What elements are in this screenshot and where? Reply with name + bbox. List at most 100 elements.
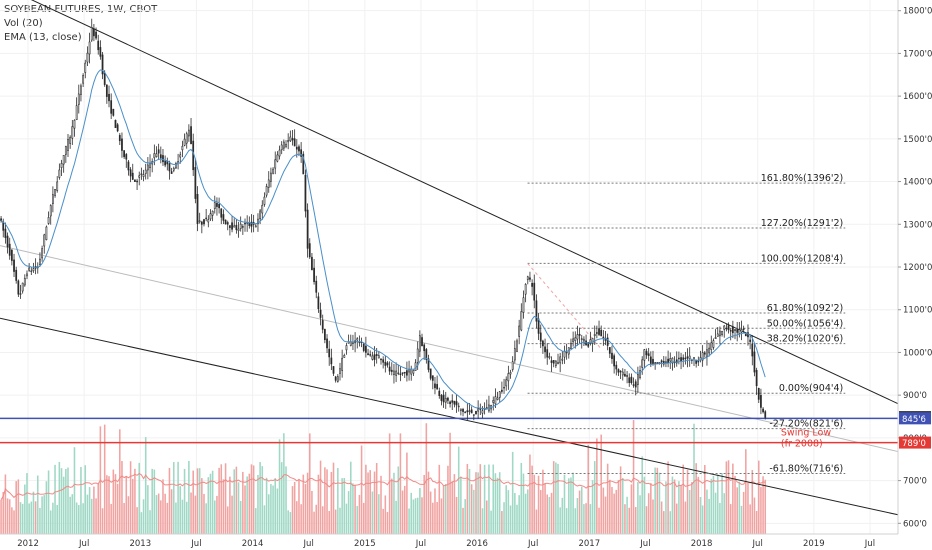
volume-bar bbox=[224, 463, 227, 534]
candle-body bbox=[45, 226, 48, 240]
candle-body bbox=[216, 202, 218, 207]
volume-bar bbox=[738, 481, 741, 534]
price-label-text: 845'6 bbox=[902, 415, 926, 425]
candle-body bbox=[660, 360, 663, 363]
volume-bar bbox=[164, 493, 166, 534]
volume-bar bbox=[250, 464, 253, 534]
candle-body bbox=[449, 401, 451, 405]
volume-bar bbox=[760, 486, 762, 534]
volume-bar bbox=[278, 439, 281, 534]
volume-bar bbox=[56, 505, 58, 534]
volume-bar bbox=[647, 493, 650, 534]
candle-body bbox=[434, 383, 436, 389]
candle-body bbox=[250, 221, 253, 227]
candle-body bbox=[481, 410, 484, 414]
candle-body bbox=[537, 318, 540, 334]
candle-body bbox=[546, 349, 549, 358]
volume-bar bbox=[101, 508, 104, 534]
candle-body bbox=[507, 373, 510, 382]
fib-level-label: 38.20%(1020'6) bbox=[767, 334, 843, 345]
volume-bar bbox=[244, 485, 246, 534]
volume-bar bbox=[393, 472, 395, 534]
volume-bar bbox=[185, 501, 188, 534]
candle-body bbox=[21, 282, 24, 292]
volume-ma-line bbox=[0, 472, 766, 501]
candle-body bbox=[509, 372, 512, 375]
volume-bar bbox=[434, 488, 436, 534]
volume-bar bbox=[490, 510, 492, 534]
volume-bar bbox=[485, 500, 488, 534]
candle-body bbox=[386, 362, 389, 366]
candle-body bbox=[688, 355, 691, 359]
volume-bar bbox=[619, 466, 622, 534]
volume-bar bbox=[751, 470, 754, 534]
volume-bar bbox=[539, 490, 542, 534]
candle-body bbox=[503, 386, 505, 389]
fib-level-label: 61.80%(1092'2) bbox=[767, 303, 843, 314]
candle-body bbox=[565, 351, 568, 354]
volume-bar bbox=[345, 503, 348, 534]
volume-bar bbox=[136, 507, 138, 534]
volume-bar bbox=[304, 484, 307, 534]
volume-bar bbox=[755, 511, 758, 534]
candle-body bbox=[95, 31, 97, 39]
volume-bar bbox=[343, 477, 346, 534]
volume-bar bbox=[565, 508, 568, 534]
candle-body bbox=[397, 372, 400, 375]
volume-bar bbox=[380, 475, 382, 534]
candle-body bbox=[641, 359, 644, 368]
volume-bar bbox=[632, 420, 635, 534]
volume-bar bbox=[453, 474, 456, 534]
volume-bar bbox=[412, 499, 415, 534]
volume-bar bbox=[568, 478, 570, 534]
volume-bar bbox=[492, 464, 495, 534]
volume-bar bbox=[716, 474, 719, 534]
volume-bar bbox=[604, 496, 607, 534]
volume-bar bbox=[721, 473, 723, 534]
volume-bar bbox=[45, 481, 48, 534]
volume-bar bbox=[667, 461, 669, 534]
candle-body bbox=[418, 335, 421, 352]
volume-bar bbox=[542, 469, 544, 534]
candle-body bbox=[675, 359, 678, 364]
candle-body bbox=[529, 277, 531, 280]
candle-body bbox=[706, 349, 708, 357]
volume-bar bbox=[4, 474, 7, 534]
volume-bar bbox=[190, 492, 192, 534]
volume-bar bbox=[151, 468, 153, 534]
volume-bar bbox=[142, 499, 145, 534]
volume-bar bbox=[28, 503, 30, 534]
volume-bar bbox=[54, 464, 56, 534]
volume-bar bbox=[591, 480, 594, 534]
candle-body bbox=[343, 355, 346, 358]
candle-body bbox=[421, 337, 423, 347]
candle-body bbox=[213, 202, 216, 209]
candle-body bbox=[237, 228, 240, 231]
volume-bar bbox=[466, 463, 469, 534]
time-tick-label: Jul bbox=[303, 539, 314, 549]
candle-body bbox=[293, 138, 296, 147]
candle-body bbox=[600, 329, 603, 337]
candle-body bbox=[686, 356, 689, 359]
volume-bar bbox=[166, 502, 169, 534]
candle-body bbox=[278, 149, 281, 157]
candle-body bbox=[684, 357, 687, 360]
volume-bar bbox=[671, 476, 674, 534]
volume-bar bbox=[734, 475, 736, 534]
volume-bar bbox=[729, 504, 732, 534]
volume-bar bbox=[300, 504, 302, 534]
candle-body bbox=[332, 366, 335, 374]
candle-body bbox=[693, 357, 695, 359]
candle-body bbox=[149, 162, 151, 168]
candle-body bbox=[28, 267, 31, 271]
volume-bar bbox=[194, 495, 197, 534]
candle-body bbox=[304, 174, 307, 212]
volume-bar bbox=[226, 506, 229, 534]
time-axis: 2012 Jul 2013 Jul 2014 Jul 2015 Jul 2016 Jul 2017 J… bbox=[0, 533, 898, 549]
volume-bar bbox=[183, 468, 186, 534]
candle-body bbox=[608, 347, 611, 354]
volume-bar bbox=[80, 467, 82, 534]
candle-body bbox=[6, 235, 9, 248]
volume-bar bbox=[347, 491, 350, 534]
